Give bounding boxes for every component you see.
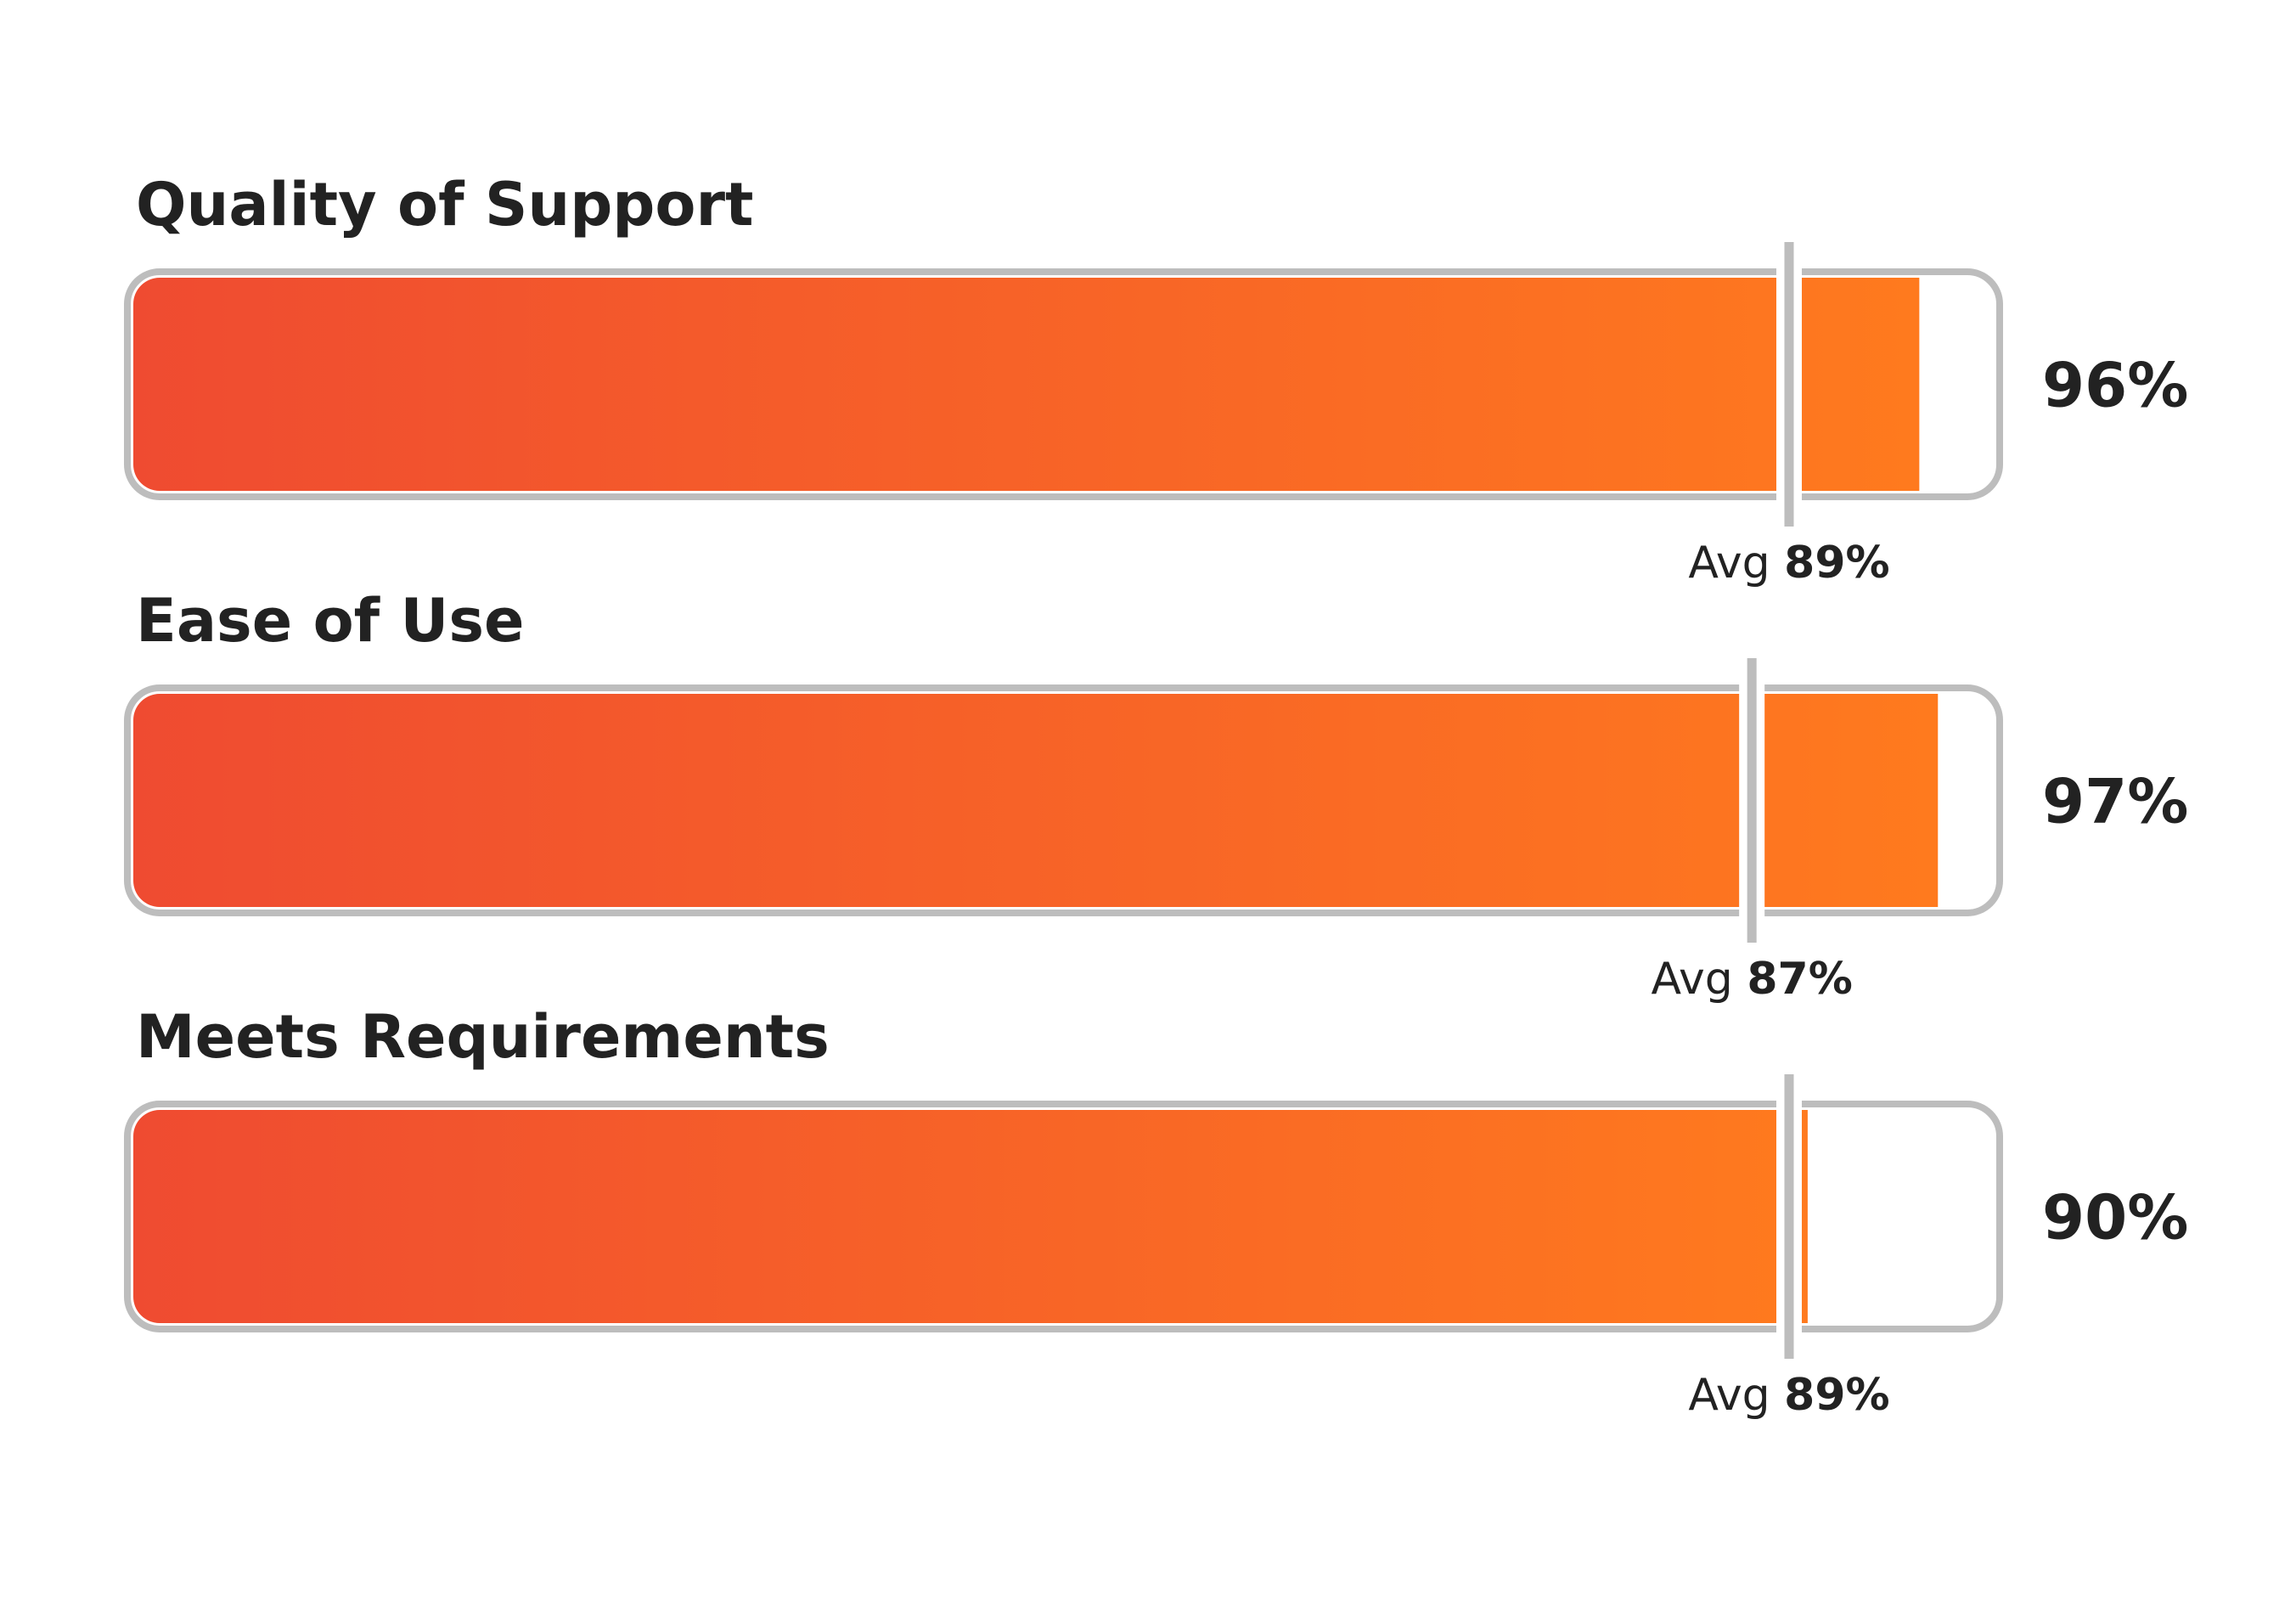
metric-row: Ease of Use Avg 87% 97% (124, 586, 2188, 1005)
value-label: 96% (2042, 350, 2188, 421)
average-label-value: 89% (1784, 538, 1889, 589)
bar-track (124, 684, 2003, 916)
average-label: Avg 89% (1688, 1370, 1889, 1421)
value-label: 97% (2042, 766, 2188, 837)
average-label-value: 87% (1747, 954, 1852, 1005)
average-label-prefix: Avg (1652, 954, 1747, 1005)
metric-title: Meets Requirements (136, 1002, 830, 1072)
average-label-value: 89% (1784, 1370, 1889, 1421)
metric-row: Quality of Support Avg 89% 96% (124, 170, 2188, 589)
value-label: 90% (2042, 1182, 2188, 1253)
metric-title: Ease of Use (136, 586, 524, 656)
average-label: Avg 89% (1688, 538, 1889, 589)
value-bar (133, 1110, 1808, 1323)
metric-title: Quality of Support (136, 170, 753, 239)
bar-track (124, 1101, 2003, 1332)
bar-track (124, 268, 2003, 500)
value-bar (133, 694, 1939, 907)
average-label: Avg 87% (1652, 954, 1853, 1005)
value-bar (133, 278, 1920, 491)
average-label-prefix: Avg (1688, 1370, 1784, 1421)
metric-row: Meets Requirements Avg 89% 90% (124, 1002, 2188, 1421)
average-label-prefix: Avg (1688, 538, 1784, 589)
